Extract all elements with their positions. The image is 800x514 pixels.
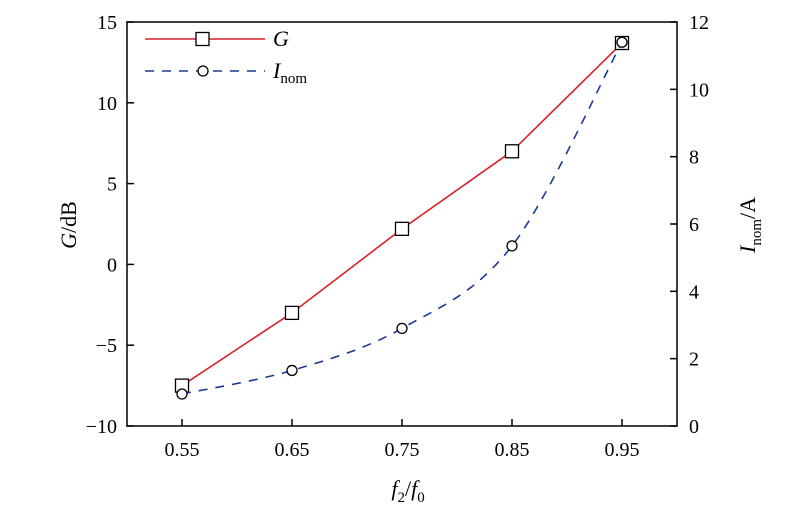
y-left-tick-label: 15	[97, 12, 117, 34]
gain-line	[181, 42, 623, 387]
x-axis: 0.55 0.65 0.75 0.85 0.95	[165, 419, 640, 461]
y-right-tick-label: 2	[689, 349, 699, 371]
y-right-tick-label: 10	[689, 79, 709, 101]
current-marker	[286, 364, 298, 377]
x-tick-label: 0.75	[385, 439, 420, 461]
x-tick-label: 0.95	[605, 439, 640, 461]
y-right-tick-label: 4	[689, 281, 699, 303]
y-axis-left: 15 10 5 0 −5 −10	[86, 12, 134, 438]
y-right-tick-label: 12	[689, 12, 709, 34]
y-right-tick-label: 0	[689, 416, 699, 438]
legend-current-label: Inom	[272, 58, 307, 87]
legend: G Inom	[145, 26, 307, 87]
x-tick-label: 0.55	[165, 439, 200, 461]
series-gain	[174, 35, 630, 393]
y-left-tick-label: 5	[107, 174, 117, 196]
y-axis-left-title: G/dB	[56, 201, 81, 249]
series-current	[176, 36, 628, 400]
current-line	[181, 41, 623, 395]
x-tick-label: 0.85	[495, 439, 530, 461]
current-marker	[506, 240, 518, 252]
y-axis-right: 12 10 8 6 4 2 0	[670, 12, 709, 438]
current-marker	[616, 36, 628, 48]
current-marker	[396, 322, 408, 335]
gain-marker	[504, 144, 520, 159]
gain-marker	[394, 221, 410, 236]
legend-gain-marker	[195, 31, 210, 47]
y-right-tick-label: 8	[689, 147, 699, 169]
y-left-tick-label: −10	[86, 416, 117, 438]
gain-marker	[284, 305, 300, 321]
legend-gain-label: G	[273, 26, 289, 51]
current-marker	[176, 388, 188, 400]
y-right-tick-label: 6	[689, 214, 699, 236]
y-left-tick-label: −5	[96, 335, 117, 357]
x-tick-label: 0.65	[275, 439, 310, 461]
y-left-tick-label: 0	[107, 254, 117, 276]
y-left-tick-label: 10	[97, 93, 117, 115]
y-axis-right-title: Inom/A	[735, 197, 765, 254]
legend-current-marker	[197, 65, 209, 77]
x-axis-title: f2/f0	[391, 476, 424, 506]
